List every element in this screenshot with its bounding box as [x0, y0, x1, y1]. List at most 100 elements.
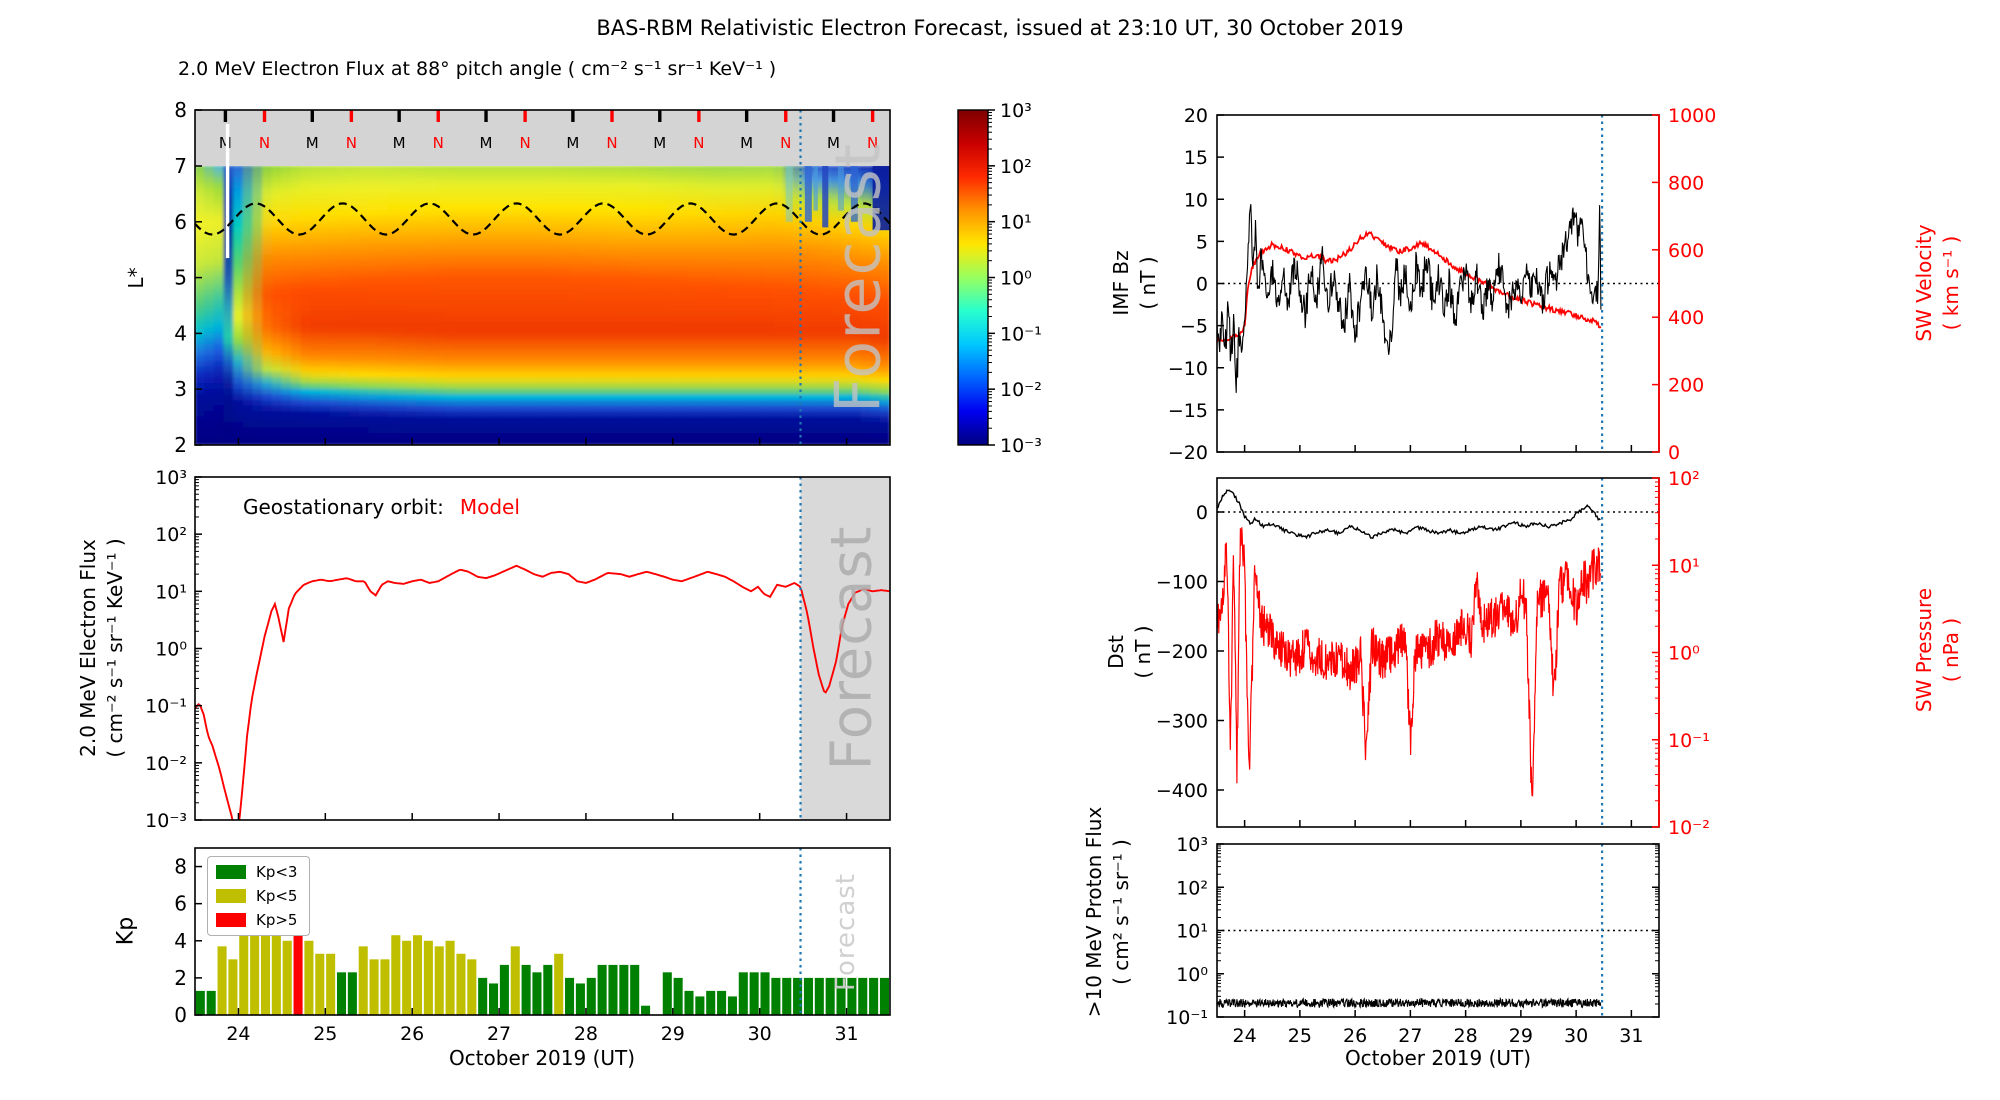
kp-bar	[793, 977, 803, 1015]
svg-text:5: 5	[1196, 231, 1208, 253]
kp-bar	[445, 940, 455, 1015]
kp-bar	[803, 977, 813, 1015]
x-axis-label-right: October 2019 (UT)	[1344, 1046, 1532, 1070]
imf-sw-panel: 20 15 10 5 0 −5 −10 −15 −20 1000 800 600 400 200 0	[1168, 105, 1716, 464]
svg-text:0: 0	[1196, 502, 1208, 524]
svg-text:10⁻¹: 10⁻¹	[1000, 323, 1042, 345]
svg-text:M: M	[219, 134, 232, 152]
kp-bar	[641, 1005, 651, 1015]
svg-text:1000: 1000	[1668, 105, 1716, 127]
svg-text:5: 5	[174, 266, 187, 290]
kp-bar	[879, 977, 889, 1015]
svg-text:10⁻³: 10⁻³	[1000, 435, 1042, 457]
kp-bar	[499, 964, 509, 1015]
kp-bar	[717, 990, 727, 1015]
kp-bar	[727, 996, 737, 1015]
svg-text:10⁰: 10⁰	[1176, 964, 1208, 986]
svg-text:10¹: 10¹	[1668, 555, 1700, 577]
svg-text:10³: 10³	[1176, 834, 1208, 856]
svg-text:−200: −200	[1156, 641, 1208, 663]
kp-bar	[228, 959, 238, 1015]
svg-text:31: 31	[1619, 1025, 1643, 1047]
legend-row-kp-lt3: Kp<3	[216, 863, 297, 881]
kp-bar	[293, 916, 303, 1015]
kp-bar	[630, 964, 640, 1015]
svg-text:N: N	[259, 134, 270, 152]
svg-text:N: N	[520, 134, 531, 152]
kp-bar	[467, 959, 477, 1015]
svg-text:2: 2	[174, 433, 187, 457]
annotation-label: Geostationary orbit:	[243, 495, 444, 519]
svg-text:3: 3	[174, 377, 187, 401]
svg-text:N: N	[433, 134, 444, 152]
svg-text:10²: 10²	[155, 524, 187, 546]
kp-bar	[565, 977, 575, 1015]
svg-text:29: 29	[661, 1023, 685, 1045]
svg-text:N: N	[780, 134, 791, 152]
legend-label-kp-gt5: Kp>5	[256, 911, 298, 929]
svg-text:27: 27	[487, 1023, 511, 1045]
geostationary-annotation: Geostationary orbit: Model	[243, 495, 520, 519]
svg-text:26: 26	[400, 1023, 424, 1045]
svg-text:29: 29	[1509, 1025, 1533, 1047]
kp-bar	[271, 935, 281, 1015]
svg-text:N: N	[867, 134, 878, 152]
svg-text:M: M	[827, 134, 840, 152]
imf-bz-series	[1216, 204, 1602, 393]
svg-text:10¹: 10¹	[155, 581, 187, 603]
sw-velocity-series	[1216, 230, 1602, 343]
kp-bar	[673, 977, 683, 1015]
svg-text:−100: −100	[1156, 572, 1208, 594]
svg-text:10⁻³: 10⁻³	[145, 810, 187, 832]
svg-text:10²: 10²	[1176, 877, 1208, 899]
kp-bar	[250, 935, 260, 1015]
heatmap-panel: M N M N M N M N M N M N M N M N876543210³10²10¹10⁰10⁻¹1…	[174, 98, 1042, 457]
svg-text:15: 15	[1184, 147, 1208, 169]
svg-text:−5: −5	[1180, 316, 1208, 338]
kp-bar	[456, 953, 466, 1015]
svg-text:N: N	[346, 134, 357, 152]
svg-text:10⁻¹: 10⁻¹	[1668, 730, 1710, 752]
heatmap-image	[195, 166, 890, 445]
forecast-shade	[800, 477, 890, 820]
dst-pressure-panel: 0 −100 −200 −300 −400 10² 10¹ 10⁰ 10⁻¹ 10⁻²	[1156, 468, 1710, 839]
svg-text:20: 20	[1184, 105, 1208, 127]
legend-swatch-red	[216, 913, 246, 927]
svg-text:28: 28	[1454, 1025, 1478, 1047]
kp-bar	[608, 964, 618, 1015]
legend-swatch-green	[216, 865, 246, 879]
kp-bar	[738, 972, 748, 1015]
svg-text:10²: 10²	[1668, 468, 1700, 490]
kp-bar	[771, 977, 781, 1015]
svg-text:0: 0	[1196, 274, 1208, 296]
kp-bar	[402, 940, 412, 1015]
kp-bar	[478, 977, 488, 1015]
svg-text:200: 200	[1668, 375, 1704, 397]
data-gap-line	[225, 112, 230, 259]
figure-title: BAS-RBM Relativistic Electron Forecast, …	[596, 16, 1404, 40]
kp-bar	[391, 935, 401, 1015]
kp-bar	[195, 990, 205, 1015]
x-axis-label-left: October 2019 (UT)	[448, 1046, 636, 1070]
svg-text:M: M	[740, 134, 753, 152]
kp-bar	[239, 935, 249, 1015]
kp-bar	[380, 959, 390, 1015]
svg-text:10³: 10³	[155, 467, 187, 489]
svg-text:8: 8	[174, 855, 187, 879]
kp-bar	[814, 977, 824, 1015]
svg-text:28: 28	[574, 1023, 598, 1045]
svg-text:10¹: 10¹	[1000, 212, 1032, 234]
kp-bar	[847, 977, 857, 1015]
dst-axes: 0 −100 −200 −300 −400 10² 10¹ 10⁰ 10⁻¹ 10⁻²	[1156, 468, 1710, 839]
kp-bar	[260, 935, 271, 1015]
electron-flux-panel: 10³ 10² 10¹ 10⁰ 10⁻¹ 10⁻² 10⁻³	[145, 467, 891, 832]
legend-label-kp-lt3: Kp<3	[256, 863, 298, 881]
kp-bar	[869, 977, 879, 1015]
kp-bar	[825, 977, 835, 1015]
kp-bar	[282, 940, 292, 1015]
kp-bar	[489, 983, 499, 1015]
kp-bar	[836, 977, 846, 1015]
imf-axes: 20 15 10 5 0 −5 −10 −15 −20 1000 800 600 400 200 0	[1168, 105, 1716, 464]
